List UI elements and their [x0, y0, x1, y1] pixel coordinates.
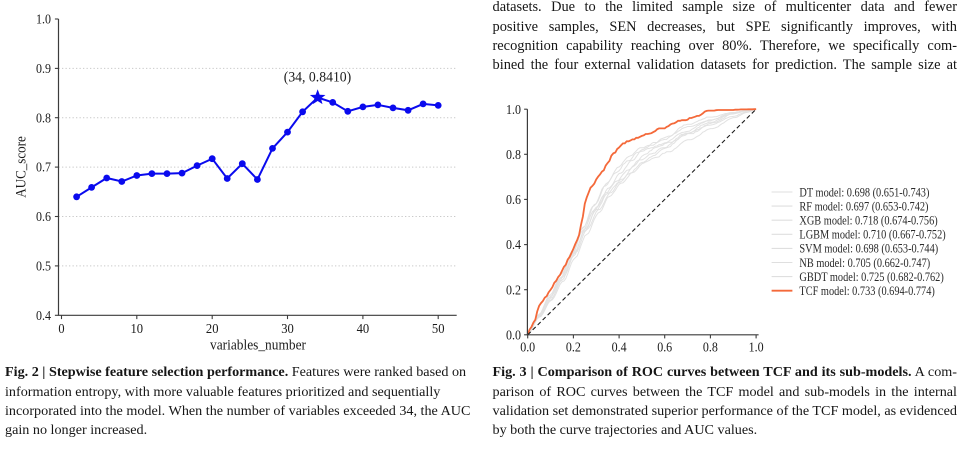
svg-text:0: 0: [58, 321, 64, 336]
svg-text:0.8: 0.8: [36, 110, 51, 125]
svg-text:10: 10: [131, 321, 144, 336]
svg-text:GBDT model: 0.725 (0.682-0.762: GBDT model: 0.725 (0.682-0.762): [799, 270, 943, 284]
svg-text:1.0: 1.0: [36, 12, 51, 27]
svg-text:0.4: 0.4: [612, 340, 627, 355]
svg-text:TCF model: 0.733 (0.694-0.774): TCF model: 0.733 (0.694-0.774): [799, 284, 934, 298]
svg-text:20: 20: [206, 321, 219, 336]
svg-text:0.0: 0.0: [506, 327, 521, 342]
svg-text:RF model: 0.697 (0.653-0.742): RF model: 0.697 (0.653-0.742): [799, 199, 928, 213]
svg-text:0.9: 0.9: [36, 61, 51, 76]
svg-text:(34, 0.8410): (34, 0.8410): [284, 70, 352, 86]
svg-text:0.8: 0.8: [703, 340, 718, 355]
svg-text:variables_number: variables_number: [210, 338, 306, 354]
svg-text:50: 50: [432, 321, 445, 336]
svg-text:NB model: 0.705 (0.662-0.747): NB model: 0.705 (0.662-0.747): [799, 256, 930, 270]
svg-text:XGB model: 0.718 (0.674-0.756): XGB model: 0.718 (0.674-0.756): [799, 214, 937, 228]
svg-text:0.6: 0.6: [657, 340, 672, 355]
svg-text:0.5: 0.5: [36, 259, 51, 274]
svg-text:0.6: 0.6: [506, 192, 521, 207]
svg-text:LGBM model: 0.710 (0.667-0.752: LGBM model: 0.710 (0.667-0.752): [799, 228, 945, 242]
svg-text:0.2: 0.2: [506, 282, 521, 297]
svg-text:1.0: 1.0: [749, 340, 764, 355]
svg-text:1.0: 1.0: [506, 102, 521, 117]
svg-text:0.6: 0.6: [36, 209, 51, 224]
svg-text:DT model: 0.698 (0.651-0.743): DT model: 0.698 (0.651-0.743): [799, 185, 929, 199]
svg-text:SVM model: 0.698 (0.653-0.744): SVM model: 0.698 (0.653-0.744): [799, 242, 938, 256]
svg-text:0.4: 0.4: [36, 308, 51, 323]
svg-text:0.7: 0.7: [36, 160, 51, 175]
svg-text:0.0: 0.0: [520, 340, 535, 355]
svg-text:40: 40: [357, 321, 370, 336]
svg-text:0.8: 0.8: [506, 147, 521, 162]
svg-text:AUC_score: AUC_score: [14, 136, 30, 198]
svg-text:0.4: 0.4: [506, 237, 521, 252]
svg-text:30: 30: [281, 321, 294, 336]
svg-text:0.2: 0.2: [566, 340, 581, 355]
